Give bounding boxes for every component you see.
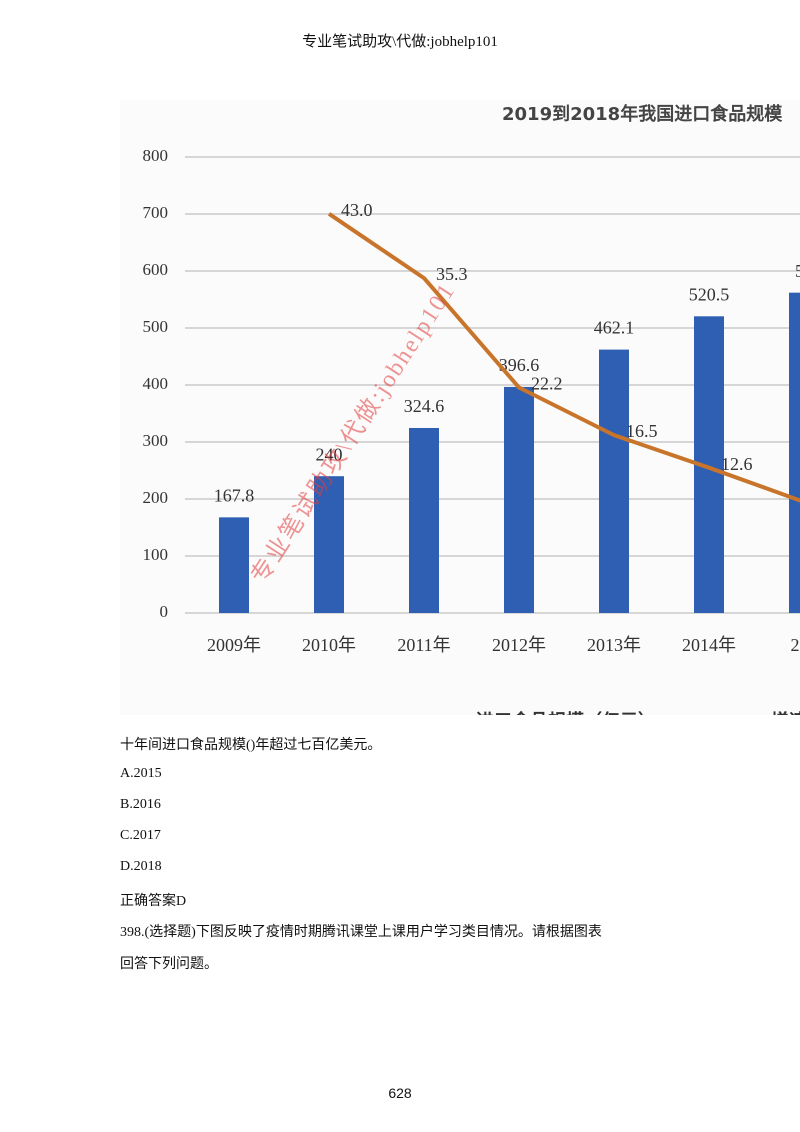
bar-value-label: 324.6 [404, 396, 445, 416]
next-question-line: 398.(选择题)下图反映了疫情时期腾讯课堂上课用户学习类目情况。请根据图表 [120, 925, 602, 940]
bar-value-label: 240 [316, 444, 343, 464]
bar [409, 427, 439, 613]
bar-value-label: 462.1 [594, 318, 635, 338]
y-tick-label: 0 [160, 602, 169, 621]
line-value-label: 43.0 [341, 200, 373, 220]
chart: 2019到2018年我国进口食品规模 0 100 200 300 400 500 600 70… [120, 100, 800, 715]
bar [504, 386, 534, 613]
x-tick-label: 2014年 [682, 635, 736, 655]
x-tick-label: 201 [791, 635, 800, 655]
y-tick-label: 200 [143, 488, 169, 507]
header: 专业笔试助攻\代做:jobhelp101 [302, 34, 498, 50]
question-text: 十年间进口食品规模()年超过七百亿美元。 [120, 738, 382, 753]
next-question-line: 回答下列问题。 [120, 957, 218, 972]
answer: 正确答案D [120, 894, 187, 909]
line-value-label: 12.6 [721, 454, 753, 474]
y-tick-label: 800 [143, 146, 169, 165]
x-tick-label: 2013年 [587, 635, 641, 655]
line-value-label: 22.2 [531, 374, 563, 394]
bar [789, 292, 800, 613]
y-tick-label: 400 [143, 374, 169, 393]
x-tick-label: 2009年 [207, 635, 261, 655]
bar [599, 349, 629, 613]
bar-value-label: 396.6 [499, 355, 540, 375]
bar-value-label: 520.5 [689, 284, 730, 304]
y-tick-label: 600 [143, 260, 169, 279]
option: D.2018 [120, 859, 162, 874]
y-tick-label: 700 [143, 203, 169, 222]
legend-label: 增速 [771, 710, 800, 715]
bar [219, 517, 249, 613]
bar-value-label: 167.8 [214, 485, 255, 505]
option: A.2015 [120, 766, 162, 781]
x-tick-label: 2010年 [302, 635, 356, 655]
bar [314, 476, 344, 613]
chart-title: 2019到2018年我国进口食品规模 [502, 103, 783, 125]
legend-label: 进口食品规模（亿元） [476, 710, 656, 715]
option: C.2017 [120, 828, 161, 843]
y-tick-label: 100 [143, 545, 169, 564]
option: B.2016 [120, 797, 161, 812]
line [327, 212, 800, 503]
y-tick-label: 300 [143, 431, 169, 450]
x-tick-label: 2011年 [397, 635, 450, 655]
bar-value-label: 56 [795, 261, 800, 281]
line-value-label: 16.5 [626, 421, 658, 441]
x-tick-label: 2012年 [492, 635, 546, 655]
y-tick-label: 500 [143, 317, 169, 336]
line-value-label: 35.3 [436, 264, 468, 284]
page-number: 628 [388, 1085, 412, 1101]
